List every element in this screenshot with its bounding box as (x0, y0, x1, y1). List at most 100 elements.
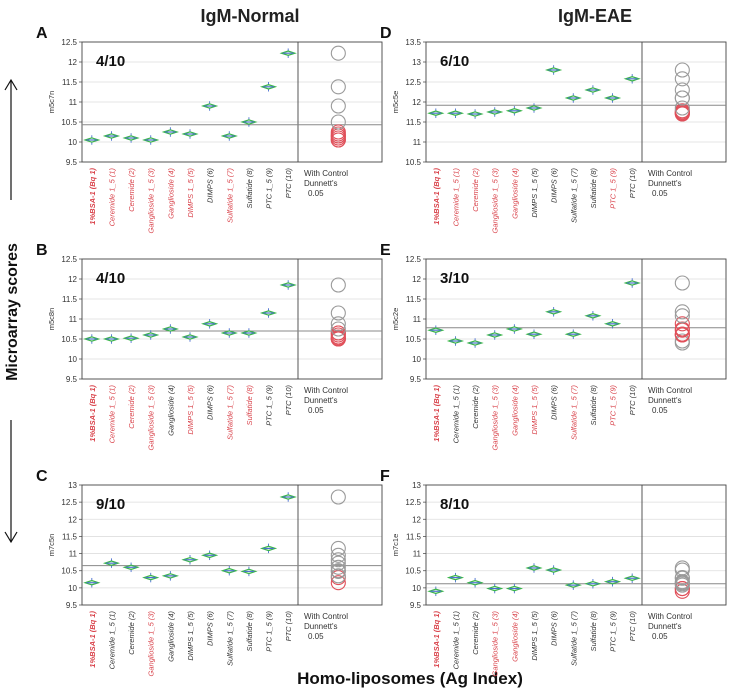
control-circle (330, 552, 346, 568)
mean-diamond (446, 572, 465, 583)
mean-diamond (525, 329, 543, 339)
y-axis-label: m5c7n (47, 91, 56, 114)
control-circle (674, 560, 690, 576)
alpha-text: 0.05 (308, 406, 324, 415)
control-text: With Control (304, 169, 348, 178)
tick-label: 9.5 (66, 375, 78, 384)
mean-diamond (623, 278, 641, 288)
arrow-up-icon (4, 78, 18, 91)
control-circle (674, 308, 690, 324)
alpha-text: 0.05 (308, 632, 324, 641)
category-label: Ceremide 1_5 (1) (451, 610, 460, 669)
tick-label: 9.5 (66, 601, 78, 610)
category-label: Sulfatide 1_5 (7) (569, 385, 578, 441)
mean-diamond (466, 109, 484, 119)
plot-frame (81, 258, 383, 380)
mean-diamond (220, 328, 238, 338)
category-label: Ceremide (2) (471, 385, 480, 429)
category-label: Sulfatide (8) (589, 384, 598, 425)
category-label: Ganglioside 1_5 (3) (147, 611, 156, 677)
control-circle (330, 114, 346, 130)
category-label: 1%BSA-1 (Bq 1) (88, 611, 97, 668)
dunnett-text: Dunnett's (304, 396, 338, 405)
tick-label: 10 (68, 138, 77, 147)
category-label: PTC (10) (628, 384, 637, 415)
control-circle (330, 540, 346, 556)
mean-diamond (427, 586, 445, 597)
category-label: Sulfatide (8) (589, 610, 598, 651)
tick-label: 11.5 (62, 295, 78, 304)
category-label: DIMPS 1_5 (5) (186, 385, 195, 435)
mean-diamond (466, 338, 484, 348)
panel-label: B (36, 242, 48, 259)
category-label: Ganglioside (4) (166, 610, 175, 661)
tick-label: 10.5 (405, 335, 421, 344)
control-circle (674, 100, 690, 116)
control-circle (330, 98, 346, 114)
control-circle (330, 563, 346, 579)
panel-label: A (36, 25, 48, 42)
plot-frame (425, 484, 727, 606)
mean-diamond (623, 573, 641, 584)
control-circle (674, 304, 690, 320)
category-label: PTC 1_5 (9) (609, 385, 618, 426)
mean-diamond (240, 566, 258, 577)
tick-label: 9.5 (66, 158, 78, 167)
category-label: Ceremide 1_5 (1) (107, 610, 116, 669)
category-label: Ceremide 1_5 (1) (107, 167, 116, 226)
tick-label: 12.5 (61, 255, 77, 264)
mean-diamond (102, 558, 121, 568)
mean-diamond (142, 330, 160, 340)
category-label: PTC 1_5 (9) (265, 168, 274, 209)
dunnett-text: Dunnett's (648, 622, 682, 631)
panel-label: D (380, 25, 392, 42)
mean-diamond (505, 106, 523, 116)
tick-label: 13 (68, 481, 77, 490)
mean-diamond (201, 550, 219, 561)
control-text: With Control (648, 386, 692, 395)
dunnett-text: Dunnett's (304, 179, 338, 188)
control-circle (330, 547, 346, 563)
control-circle (674, 82, 690, 98)
mean-diamond (279, 280, 297, 290)
mean-diamond (259, 308, 278, 318)
control-text: With Control (304, 386, 348, 395)
tick-label: 12 (412, 515, 421, 524)
category-label: DIMPS (6) (206, 611, 215, 647)
tick-label: 10.5 (61, 567, 77, 576)
tick-label: 11 (413, 315, 422, 324)
mean-diamond (486, 107, 504, 117)
tick-label: 10 (412, 355, 421, 364)
category-label: Sulfatide 1_5 (7) (569, 168, 578, 224)
mean-diamond (181, 332, 199, 342)
mean-diamond (584, 311, 602, 321)
y-axis-label: m5c8n (47, 308, 56, 331)
category-label: Ganglioside (4) (166, 167, 175, 218)
category-label: Sulfatide 1_5 (7) (569, 611, 578, 667)
tick-label: 11.5 (406, 118, 422, 127)
category-label: Ganglioside (4) (510, 167, 519, 218)
fraction-label: 3/10 (440, 270, 469, 287)
tick-label: 10.5 (405, 158, 421, 167)
y-axis-label: m5c5e (391, 91, 400, 114)
mean-diamond (525, 563, 543, 573)
control-text: With Control (304, 612, 348, 621)
category-label: PTC (10) (284, 610, 293, 641)
category-label: Ganglioside (4) (510, 610, 519, 661)
mean-diamond (259, 82, 278, 92)
tick-label: 10.5 (61, 118, 77, 127)
tick-label: 12 (412, 98, 421, 107)
control-circle (674, 333, 690, 349)
category-label: PTC 1_5 (9) (265, 385, 274, 426)
mean-diamond (279, 48, 297, 58)
tick-label: 9.5 (410, 375, 422, 384)
mean-diamond (201, 101, 219, 111)
mean-diamond (201, 319, 219, 329)
control-circle (674, 570, 690, 586)
mean-diamond (142, 572, 160, 583)
mean-diamond (564, 93, 582, 103)
mean-diamond (220, 131, 238, 141)
mean-diamond (181, 129, 199, 139)
